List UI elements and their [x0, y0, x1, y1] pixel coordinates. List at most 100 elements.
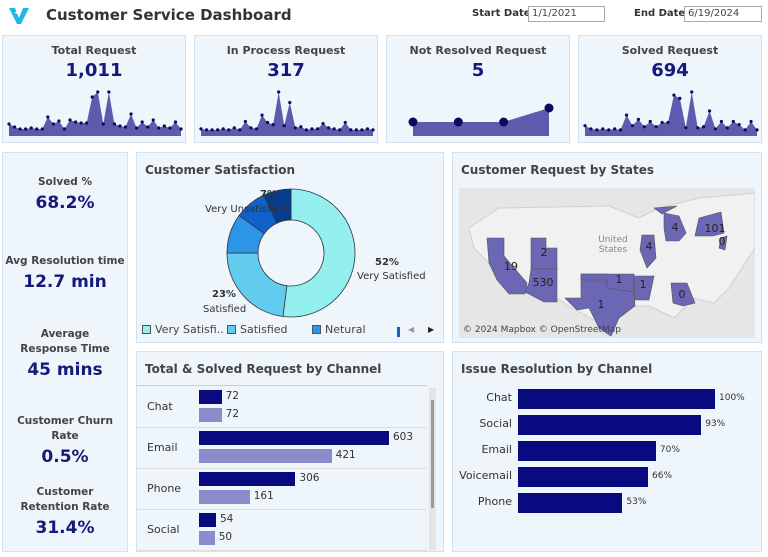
legend-label: Netural [325, 323, 366, 336]
state-ar[interactable] [633, 275, 655, 301]
legend-next-icon[interactable]: ▶ [428, 325, 435, 334]
sparkline-point [613, 127, 617, 131]
sparkline-point [607, 128, 611, 132]
legend-prev-icon[interactable]: ◀ [408, 325, 415, 334]
resolution-bar[interactable] [518, 389, 715, 409]
state-value: 4 [646, 240, 653, 253]
channel-label: Chat [147, 400, 173, 413]
sparkline-point [408, 117, 418, 127]
sparkline-point [140, 120, 144, 124]
sparkline-point [583, 124, 587, 128]
resolution-bar[interactable] [518, 493, 623, 513]
resolution-channel-label: Email [481, 443, 512, 456]
sparkline-point [96, 90, 100, 94]
state-value: 0 [679, 288, 686, 301]
sparkline-point [354, 128, 358, 132]
start-date-input[interactable]: 1/1/2021 [528, 6, 605, 22]
legend-very-satisfied[interactable]: Very Satisfi.. [142, 323, 224, 336]
resolution-bar-label: 66% [652, 471, 673, 481]
sparkline-point [162, 124, 166, 128]
legend-swatch [142, 325, 151, 334]
sparkline-point [293, 126, 297, 130]
label-7pct: 7% [260, 189, 277, 200]
bar-total[interactable] [199, 390, 222, 404]
sparkline-point [338, 128, 342, 132]
legend-satisfied[interactable]: Satisfied [227, 323, 288, 336]
kpi-value: 694 [651, 60, 689, 81]
bar-total[interactable] [199, 472, 296, 486]
bar-total[interactable] [199, 513, 216, 527]
resolution-bar-label: 70% [659, 445, 680, 455]
sparkline-point [684, 126, 688, 130]
sparkline-point [112, 122, 117, 126]
legend-swatch [312, 325, 321, 334]
sparkline-point [73, 120, 78, 124]
state-value: 530 [533, 276, 554, 289]
sparkline-point [349, 128, 353, 132]
bar-solved[interactable] [199, 531, 215, 545]
sparkline-point [232, 126, 236, 130]
bar-solved[interactable] [199, 449, 332, 463]
bar-total-label: 306 [299, 472, 320, 484]
sparkline-point [755, 128, 759, 132]
legend-netural[interactable]: Netural [312, 323, 366, 336]
resolution-bar[interactable] [518, 415, 702, 435]
sparkline-point [199, 127, 203, 131]
donut-slice[interactable] [282, 188, 356, 318]
sparkline-point [204, 128, 209, 132]
label-very-unsatisfied: Very Unsatisfied [205, 204, 287, 215]
state-nj[interactable] [718, 235, 728, 251]
bar-total[interactable] [199, 431, 389, 445]
sparkline-point [29, 126, 33, 130]
sparkline-point [595, 128, 599, 132]
state-il[interactable] [639, 234, 657, 269]
kpi-card: Solved Request 694 [578, 35, 762, 143]
label-very-satisfied: Very Satisfied [357, 271, 426, 282]
bar-solved[interactable] [199, 408, 222, 422]
legend-swatch-partial [397, 327, 400, 337]
sparkline-point [749, 119, 753, 124]
donut-slice[interactable] [263, 188, 292, 224]
state-ca[interactable] [486, 237, 528, 295]
scrollbar[interactable] [429, 388, 436, 550]
channel-label: Email [147, 441, 178, 454]
state-mi[interactable] [653, 205, 687, 242]
bar-solved-label: 72 [225, 408, 240, 420]
state-ok[interactable] [580, 273, 635, 293]
sparkline-point [173, 120, 178, 124]
metric-label: Customer Churn Rate [17, 415, 113, 442]
bar-solved[interactable] [199, 490, 250, 504]
resolution-bar-label: 100% [719, 393, 745, 403]
sparkline-point [146, 125, 150, 129]
sparkline-point [589, 127, 593, 131]
sparkline-point [227, 128, 231, 132]
channel-panel: Total & Solved Request by Channel Chat 72… [136, 351, 444, 552]
sparkline-point [238, 128, 242, 132]
label-52pct: 52% [375, 257, 399, 268]
sparkline-point [315, 127, 320, 131]
state-value: 4 [672, 221, 679, 234]
sparkline-point [216, 128, 220, 132]
kpi-sparkline [583, 90, 759, 136]
bar-total-label: 54 [220, 513, 234, 525]
sparkline-point [151, 118, 155, 122]
scrollbar-thumb[interactable] [431, 400, 434, 508]
state-ga[interactable] [670, 282, 696, 307]
row-divider [137, 427, 427, 428]
sparkline-point [85, 121, 89, 125]
resolution-bar[interactable] [518, 441, 656, 461]
sparkline-point [737, 123, 741, 127]
metric-value: 31.4% [35, 518, 95, 538]
state-az[interactable] [524, 268, 558, 303]
map-attribution[interactable]: © 2024 Mapbox © OpenStreetMap [463, 325, 621, 335]
state-ny[interactable] [694, 211, 725, 237]
sparkline-point [642, 125, 646, 129]
resolution-bar[interactable] [518, 467, 649, 487]
metric-churn: Customer Churn Rate 0.5% [3, 414, 127, 467]
sparkline-point [79, 121, 83, 125]
bar-total-label: 72 [225, 390, 240, 402]
resolution-channel-label: Social [479, 417, 512, 430]
metric-retention: Customer Retention Rate 31.4% [3, 485, 127, 538]
end-date-input[interactable]: 6/19/2024 [684, 6, 762, 22]
